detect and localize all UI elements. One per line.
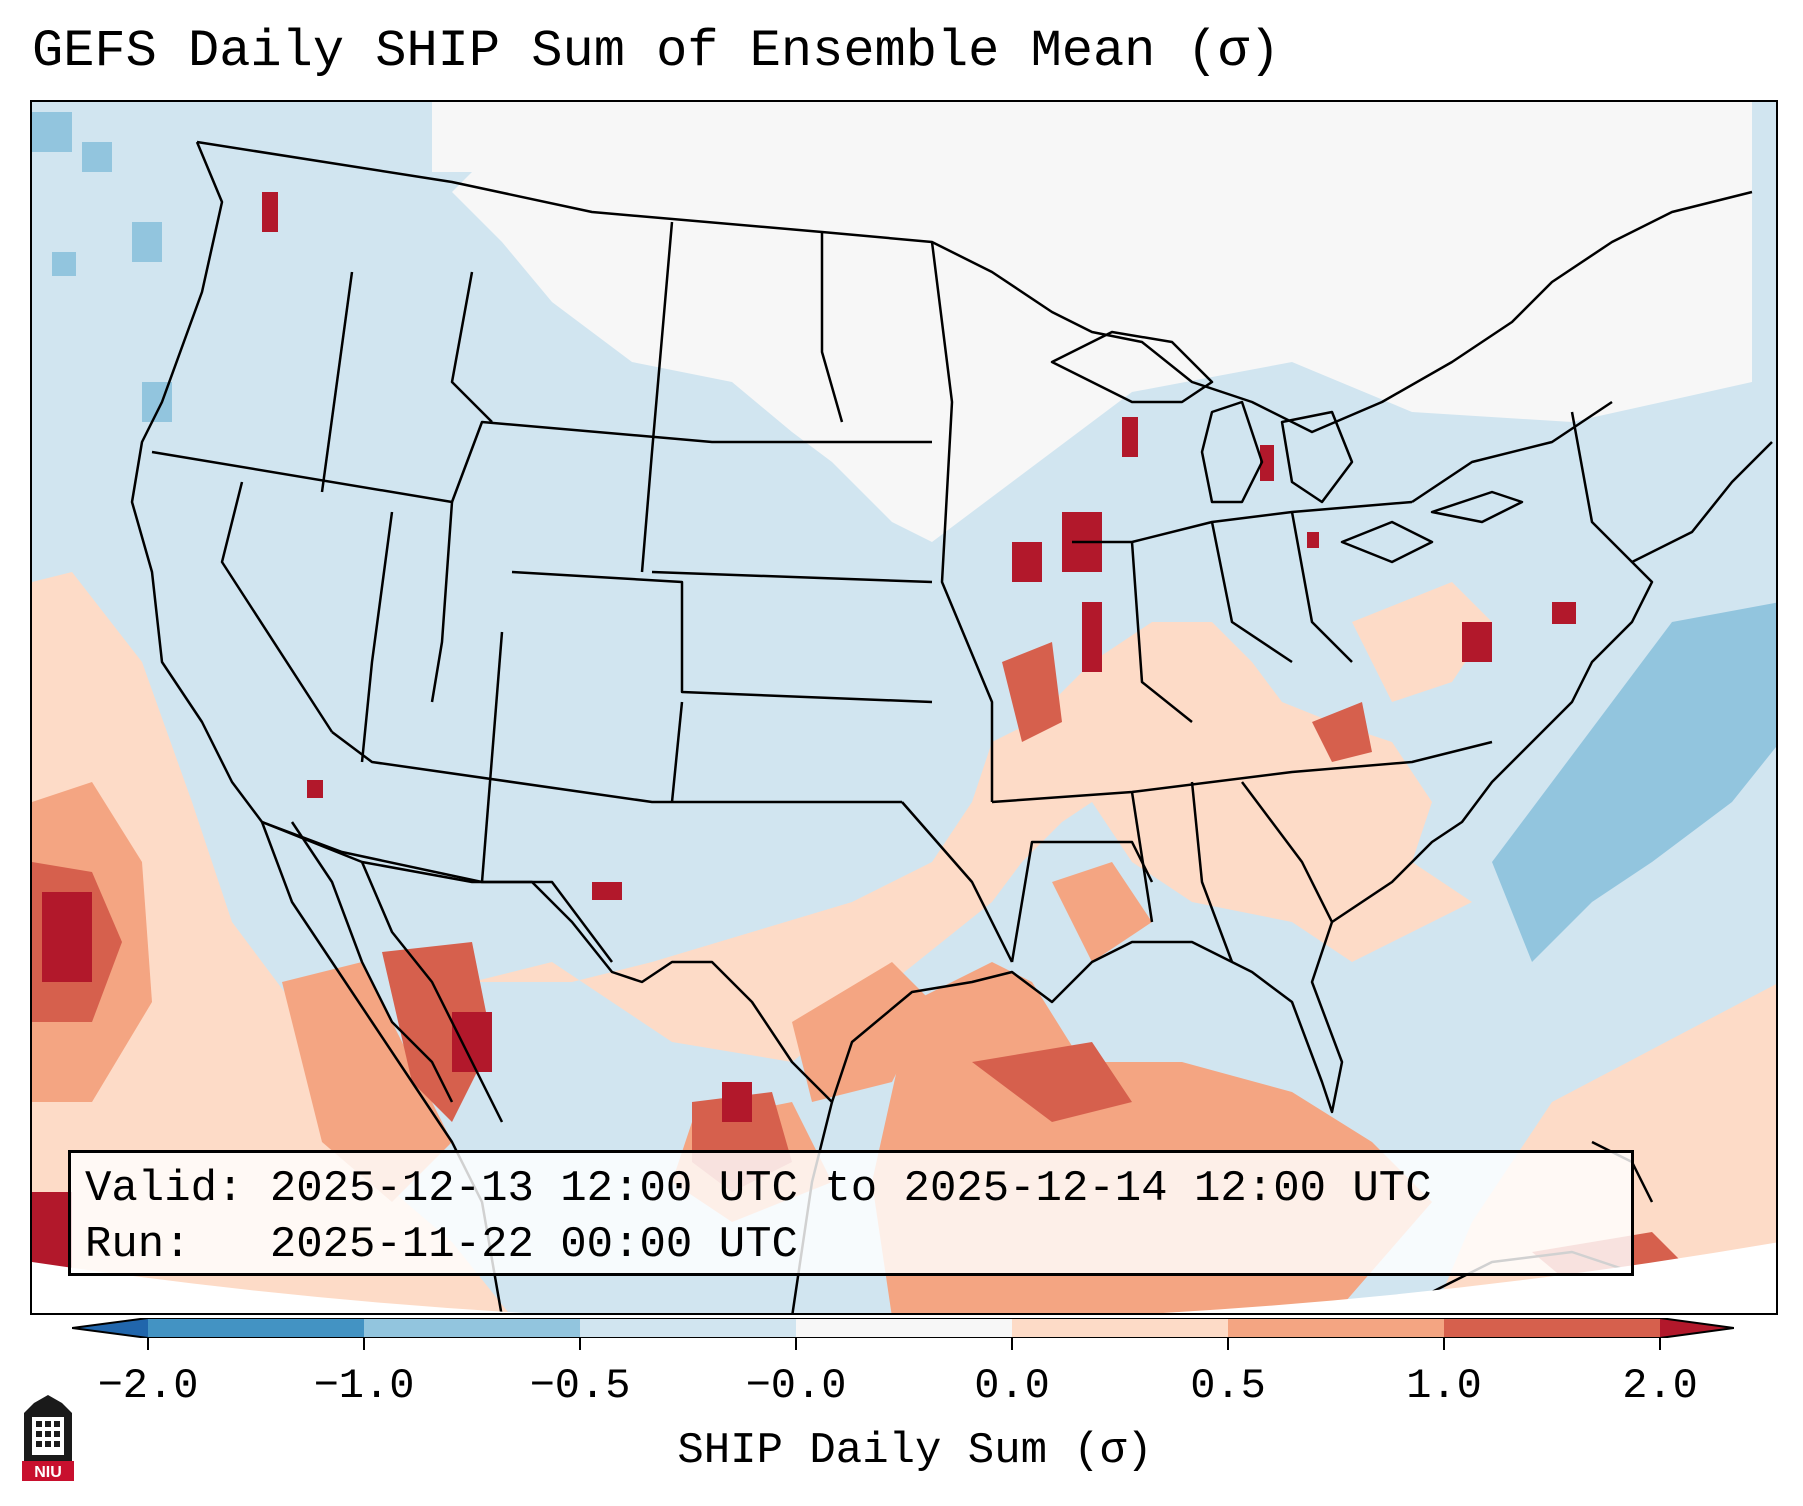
colorbar-segment-5	[1012, 1318, 1228, 1338]
colorbar-title: SHIP Daily Sum (σ)	[677, 1426, 1153, 1476]
colorbar-segment-6	[1228, 1318, 1444, 1338]
colorbar-tick-label: −1.0	[313, 1362, 415, 1410]
colorbar-tick	[1659, 1338, 1661, 1350]
niu-logo-text: NIU	[34, 1464, 62, 1481]
chart-title: GEFS Daily SHIP Sum of Ensemble Mean (σ)	[32, 22, 1281, 81]
colorbar-tick-label: −2.0	[97, 1362, 199, 1410]
colorbar-segment-1	[148, 1318, 364, 1338]
colorbar-tick-label: −0.0	[745, 1362, 847, 1410]
colorbar-tick	[147, 1338, 149, 1350]
colorbar	[72, 1318, 1734, 1338]
map-svg	[32, 102, 1776, 1313]
negative-anomaly-region	[32, 112, 1776, 962]
niu-logo-icon: NIU	[22, 1395, 74, 1481]
near-zero-region	[432, 102, 1752, 542]
colorbar-tick-label: 0.0	[974, 1362, 1050, 1410]
colorbar-tick	[795, 1338, 797, 1350]
run-line: Run: 2025-11-22 00:00 UTC	[85, 1220, 798, 1270]
colorbar-tick	[363, 1338, 365, 1350]
colorbar-segment-7	[1444, 1318, 1660, 1338]
colorbar-tick-label: 2.0	[1622, 1362, 1698, 1410]
colorbar-tick-label: 1.0	[1406, 1362, 1482, 1410]
colorbar-segment-2	[364, 1318, 580, 1338]
colorbar-tick	[579, 1338, 581, 1350]
colorbar-extend-low	[72, 1318, 148, 1338]
colorbar-tick	[1227, 1338, 1229, 1350]
colorbar-segment-3	[580, 1318, 796, 1338]
colorbar-segment-4	[796, 1318, 1012, 1338]
colorbar-tick-label: −0.5	[529, 1362, 631, 1410]
valid-line: Valid: 2025-12-13 12:00 UTC to 2025-12-1…	[85, 1164, 1432, 1214]
valid-time-box: Valid: 2025-12-13 12:00 UTC to 2025-12-1…	[68, 1150, 1634, 1276]
map-panel	[30, 100, 1778, 1315]
colorbar-tick	[1011, 1338, 1013, 1350]
colorbar-extend-high	[1660, 1318, 1734, 1338]
colorbar-tick	[1443, 1338, 1445, 1350]
projection-edge	[32, 1242, 1776, 1313]
colorbar-tick-label: 0.5	[1190, 1362, 1266, 1410]
